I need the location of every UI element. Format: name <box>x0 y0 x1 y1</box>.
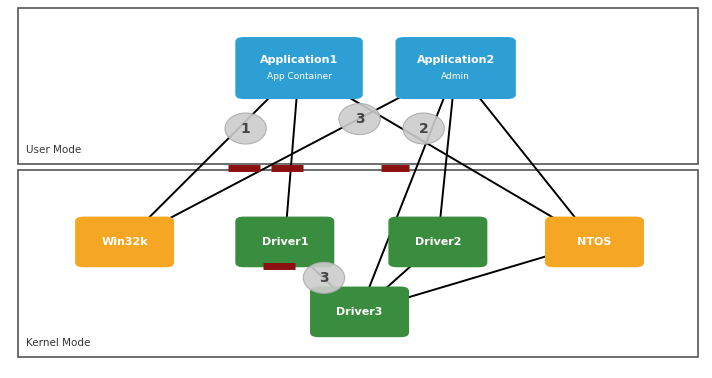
Text: 1: 1 <box>241 121 251 136</box>
Text: Win32k: Win32k <box>101 237 148 247</box>
Ellipse shape <box>303 262 345 293</box>
Bar <box>18 8 698 164</box>
Text: 2: 2 <box>419 121 429 136</box>
Ellipse shape <box>225 113 266 144</box>
Text: App Container: App Container <box>266 72 332 81</box>
Text: User Mode: User Mode <box>26 145 82 155</box>
Text: Kernel Mode: Kernel Mode <box>26 338 90 348</box>
Text: Driver2: Driver2 <box>414 237 461 247</box>
FancyBboxPatch shape <box>545 217 644 267</box>
FancyBboxPatch shape <box>235 217 335 267</box>
Text: Application2: Application2 <box>417 55 495 65</box>
FancyBboxPatch shape <box>389 217 487 267</box>
FancyBboxPatch shape <box>396 37 515 99</box>
Ellipse shape <box>403 113 444 144</box>
FancyBboxPatch shape <box>235 37 362 99</box>
Text: 3: 3 <box>319 271 329 285</box>
Ellipse shape <box>339 104 380 135</box>
Text: 3: 3 <box>355 112 365 126</box>
FancyBboxPatch shape <box>75 217 174 267</box>
Text: Application1: Application1 <box>260 55 338 65</box>
FancyBboxPatch shape <box>310 287 409 337</box>
Text: Driver1: Driver1 <box>261 237 308 247</box>
Text: Admin: Admin <box>441 72 470 81</box>
Text: Driver3: Driver3 <box>336 307 383 317</box>
Bar <box>18 170 698 357</box>
Text: NTOS: NTOS <box>577 237 612 247</box>
